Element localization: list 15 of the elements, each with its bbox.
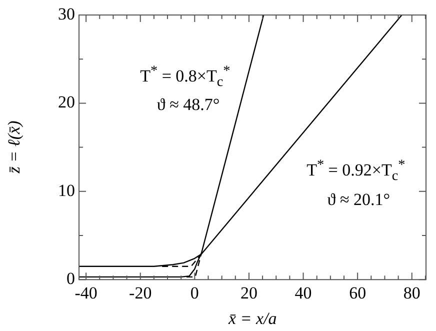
y-tick-label: 0 (66, 269, 75, 288)
x-tick-label: 60 (349, 283, 366, 302)
x-tick-label: 40 (294, 283, 312, 302)
x-tick-label: -40 (74, 283, 98, 302)
x-axis-title: x̄ = x/a (228, 309, 277, 329)
y-axis-title: z̄ = ℓ(x̄) (4, 121, 24, 174)
y-tick-label: 20 (58, 92, 75, 112)
y-tick-label: 30 (58, 4, 75, 24)
x-tick-label: 20 (240, 283, 258, 302)
annotation: ϑ ≈ 20.1° (327, 190, 390, 210)
x-tick-label: 80 (403, 283, 420, 302)
x-tick-label: 0 (190, 283, 199, 302)
annotation: ϑ ≈ 48.7° (156, 95, 220, 116)
x-tick-label: -20 (129, 283, 152, 302)
y-tick-label: 10 (58, 180, 75, 200)
